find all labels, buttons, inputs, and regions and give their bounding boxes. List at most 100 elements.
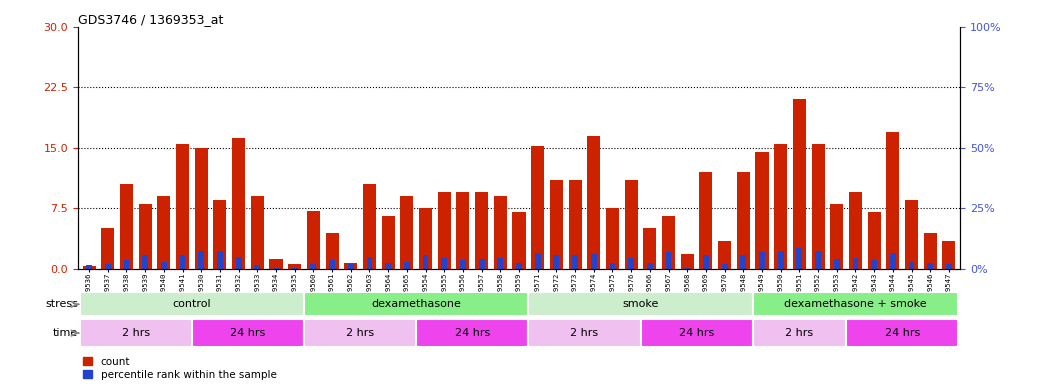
Bar <box>83 266 95 269</box>
Bar <box>363 184 376 269</box>
Bar <box>161 262 167 269</box>
Bar <box>214 200 226 269</box>
Bar <box>139 204 152 269</box>
Bar <box>326 233 338 269</box>
Bar <box>777 251 784 269</box>
Bar <box>815 251 821 269</box>
Bar <box>516 263 522 269</box>
Bar <box>737 172 749 269</box>
Bar <box>479 259 485 269</box>
Bar <box>718 240 731 269</box>
Bar <box>924 233 936 269</box>
Bar <box>871 260 877 269</box>
Text: 2 hrs: 2 hrs <box>786 328 814 338</box>
Bar <box>460 260 466 269</box>
Bar <box>80 319 192 347</box>
Bar <box>886 132 899 269</box>
Bar <box>644 228 656 269</box>
Bar <box>553 255 559 269</box>
Bar <box>254 265 261 269</box>
Bar <box>233 138 245 269</box>
Bar <box>740 255 746 269</box>
Bar <box>665 252 672 269</box>
Bar <box>849 192 862 269</box>
Bar <box>422 255 429 269</box>
Bar <box>868 212 880 269</box>
Bar <box>943 240 955 269</box>
Bar <box>251 196 264 269</box>
Bar <box>385 263 391 269</box>
Bar <box>382 217 394 269</box>
Bar <box>528 319 640 347</box>
Bar <box>419 209 432 269</box>
Bar <box>292 268 298 269</box>
Bar <box>890 253 896 269</box>
Bar <box>348 264 354 269</box>
Bar <box>345 263 357 269</box>
Bar <box>497 258 503 269</box>
Bar <box>192 319 304 347</box>
Bar <box>80 292 304 316</box>
Bar <box>329 260 335 269</box>
Bar <box>946 264 952 269</box>
Bar <box>591 254 597 269</box>
Bar <box>273 268 279 269</box>
Bar <box>416 319 528 347</box>
Bar <box>572 255 578 269</box>
Bar <box>684 268 690 269</box>
Bar <box>441 258 447 269</box>
Bar <box>531 146 544 269</box>
Bar <box>105 264 111 269</box>
Text: control: control <box>172 299 211 310</box>
Bar <box>759 252 765 269</box>
Bar <box>796 248 802 269</box>
Bar <box>198 251 204 269</box>
Bar <box>494 196 507 269</box>
Bar <box>681 254 693 269</box>
Bar <box>158 196 170 269</box>
Text: 24 hrs: 24 hrs <box>884 328 920 338</box>
Bar <box>176 144 189 269</box>
Bar <box>457 192 469 269</box>
Bar <box>905 200 918 269</box>
Bar <box>927 263 933 269</box>
Bar <box>304 292 528 316</box>
Bar <box>304 319 416 347</box>
Bar <box>846 319 958 347</box>
Bar <box>703 255 709 269</box>
Bar <box>753 319 846 347</box>
Bar <box>793 99 805 269</box>
Bar <box>102 228 114 269</box>
Bar <box>700 172 712 269</box>
Bar <box>475 192 488 269</box>
Bar <box>236 257 242 269</box>
Bar <box>830 204 843 269</box>
Bar <box>217 251 223 269</box>
Text: time: time <box>53 328 78 338</box>
Text: dexamethasone: dexamethasone <box>372 299 461 310</box>
Bar <box>569 180 581 269</box>
Bar <box>606 209 619 269</box>
Bar <box>310 264 317 269</box>
Bar <box>142 255 148 269</box>
Bar <box>721 264 728 269</box>
Text: 24 hrs: 24 hrs <box>230 328 266 338</box>
Text: GDS3746 / 1369353_at: GDS3746 / 1369353_at <box>78 13 223 26</box>
Bar <box>852 258 858 269</box>
Bar <box>647 263 653 269</box>
Bar <box>120 184 133 269</box>
Bar <box>628 258 634 269</box>
Bar <box>812 144 824 269</box>
Bar <box>180 255 186 269</box>
Text: 24 hrs: 24 hrs <box>455 328 490 338</box>
Bar <box>774 144 787 269</box>
Text: 2 hrs: 2 hrs <box>570 328 599 338</box>
Bar <box>86 265 92 269</box>
Bar <box>528 292 753 316</box>
Text: smoke: smoke <box>623 299 659 310</box>
Text: 2 hrs: 2 hrs <box>121 328 149 338</box>
Bar <box>438 192 450 269</box>
Bar <box>307 211 320 269</box>
Bar <box>270 259 282 269</box>
Bar <box>289 264 301 269</box>
